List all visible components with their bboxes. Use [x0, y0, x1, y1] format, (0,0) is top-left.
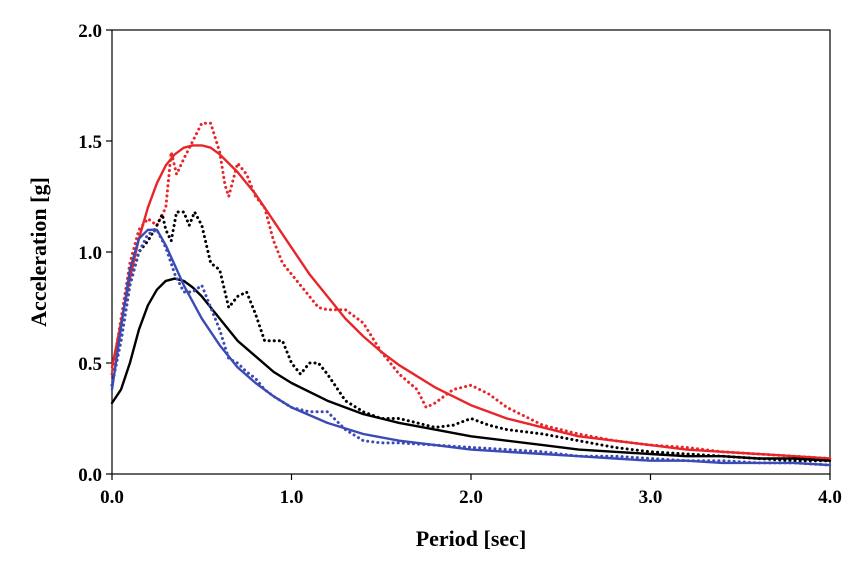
y-axis-label: Acceleration [g] [26, 177, 51, 327]
x-tick-label: 1.0 [280, 487, 304, 508]
x-tick-label: 0.0 [100, 487, 124, 508]
series-blue-dotted-line [110, 228, 832, 467]
series-layer [110, 121, 832, 467]
y-tick-label: 0.5 [78, 354, 102, 375]
y-tick-label: 2.0 [78, 21, 102, 42]
x-tick-label: 2.0 [459, 487, 483, 508]
x-axis-label: Period [sec] [416, 526, 527, 551]
axis-ticks [106, 29, 831, 480]
x-tick-labels: 0.0 1.0 2.0 3.0 4.0 [100, 487, 842, 508]
y-tick-label: 1.0 [78, 243, 102, 264]
series-black-dotted-line [110, 210, 832, 463]
plot-area-frame [111, 29, 831, 475]
series-red-dotted-line [110, 121, 832, 460]
y-tick-label: 1.5 [78, 132, 102, 153]
x-tick-label: 3.0 [639, 487, 663, 508]
series-blue-solid-line [110, 228, 832, 467]
series-black-solid-line [110, 277, 832, 462]
x-tick-label: 4.0 [818, 487, 842, 508]
series-red-solid-line [110, 144, 832, 460]
y-tick-label: 0.0 [78, 465, 102, 486]
y-tick-labels: 0.0 0.5 1.0 1.5 2.0 [78, 21, 102, 486]
